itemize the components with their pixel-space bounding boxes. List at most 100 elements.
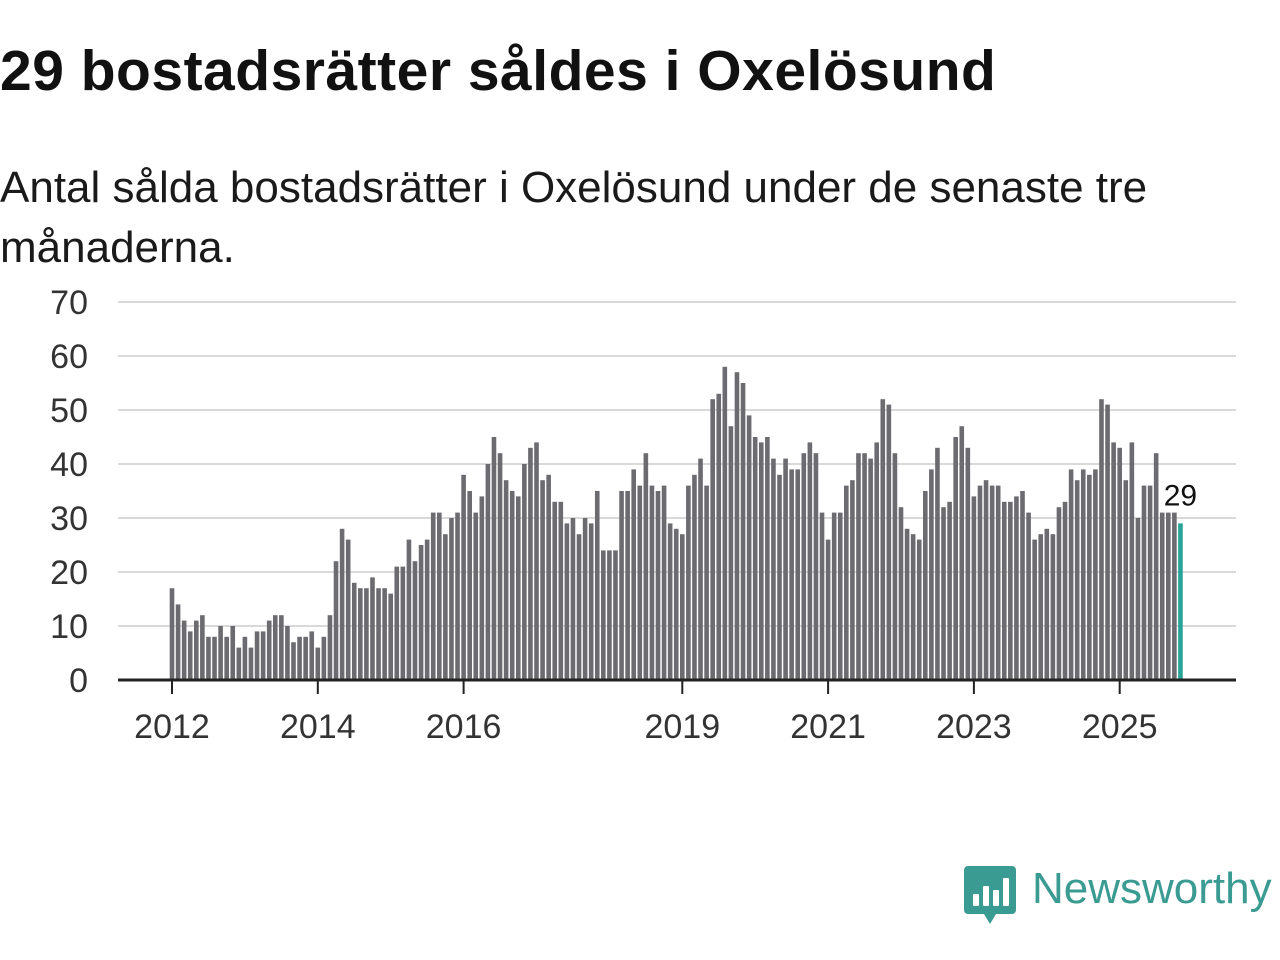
y-tick-label: 30	[50, 500, 88, 538]
brand-name: Newsworthy	[1032, 864, 1272, 913]
bar	[868, 458, 873, 680]
bar	[995, 485, 1001, 680]
bar	[1141, 485, 1147, 680]
bar	[1001, 501, 1007, 680]
bar	[746, 415, 752, 680]
bar	[187, 631, 193, 680]
chart-title: 29 bostadsrätter såldes i Oxelösund	[0, 39, 997, 103]
x-tick-label: 2021	[790, 708, 866, 746]
bar	[218, 626, 223, 680]
bar	[807, 442, 813, 680]
bar	[224, 636, 229, 680]
bar	[570, 518, 576, 680]
bar	[528, 447, 533, 680]
bar	[886, 404, 892, 680]
bar	[169, 588, 175, 680]
bar	[1020, 491, 1025, 680]
bar	[200, 615, 205, 680]
bar	[1008, 501, 1013, 680]
bar	[728, 426, 734, 680]
bar	[534, 442, 539, 680]
bar	[959, 426, 965, 680]
bar	[552, 501, 558, 680]
latest-value-label: 29	[1164, 479, 1197, 512]
bar	[388, 593, 393, 680]
bar	[461, 474, 466, 680]
bar	[364, 588, 369, 680]
bar	[680, 534, 685, 680]
bar	[279, 615, 284, 680]
bar	[904, 528, 910, 680]
bar	[947, 501, 952, 680]
bar	[467, 491, 472, 680]
bar	[236, 647, 242, 680]
y-tick-label: 20	[50, 554, 88, 592]
bar	[515, 496, 521, 680]
bar	[1044, 528, 1050, 680]
x-axis: 2012 2014 2016 2019 2021 2023 2025	[118, 678, 1236, 746]
chart-subtitle: Antal sålda bostadsrätter i Oxelösund un…	[0, 163, 1148, 272]
bar	[576, 534, 582, 680]
bar	[989, 485, 995, 680]
bar	[1166, 512, 1171, 680]
bar	[983, 480, 989, 680]
bar	[1111, 442, 1116, 680]
bar	[801, 453, 807, 680]
x-tick-label: 2016	[426, 708, 502, 746]
bar	[758, 442, 764, 680]
bar	[175, 604, 181, 680]
bar	[613, 550, 618, 680]
bar	[831, 512, 837, 680]
bar	[242, 636, 248, 680]
bar	[430, 512, 436, 680]
bar	[625, 491, 630, 680]
bar	[315, 647, 321, 680]
bar	[546, 474, 551, 680]
bar	[503, 480, 509, 680]
bar	[333, 561, 339, 680]
bar-latest	[1178, 523, 1183, 680]
bar	[631, 469, 636, 680]
bar	[752, 437, 758, 680]
bars	[169, 366, 1183, 680]
bar	[844, 485, 849, 680]
bar	[1093, 469, 1098, 680]
bar	[977, 485, 983, 680]
bar	[455, 512, 460, 680]
bar	[412, 561, 418, 680]
bar	[637, 485, 643, 680]
x-tick-label: 2019	[644, 708, 720, 746]
bar	[382, 588, 387, 680]
bar	[819, 512, 825, 680]
x-tick-label: 2012	[134, 708, 210, 746]
bar	[777, 474, 782, 680]
bar	[394, 566, 400, 680]
bar	[667, 523, 673, 680]
bar	[941, 507, 946, 680]
bar	[1135, 518, 1141, 680]
y-tick-label: 50	[50, 392, 88, 430]
bar	[740, 383, 746, 680]
bar	[1123, 480, 1129, 680]
gridlines	[118, 301, 1236, 627]
bar	[661, 485, 667, 680]
bar	[813, 453, 819, 680]
bar	[540, 480, 545, 680]
bar	[722, 366, 728, 680]
bar	[1056, 507, 1062, 680]
bar	[358, 588, 363, 680]
bar	[491, 437, 497, 680]
bar	[649, 485, 655, 680]
bar	[643, 453, 649, 680]
bar	[588, 523, 594, 680]
bar-chart: 0 10 20 30 40 50 60 70 2012 2014 2016 2019 2021 2023…	[50, 284, 1236, 746]
bar	[479, 496, 485, 680]
bar	[1147, 485, 1153, 680]
x-tick-label: 2023	[936, 708, 1012, 746]
x-tick-label: 2025	[1082, 708, 1158, 746]
bar	[1074, 480, 1080, 680]
bar	[248, 647, 254, 680]
bar	[916, 539, 922, 680]
bar	[892, 453, 898, 680]
bar	[673, 528, 679, 680]
